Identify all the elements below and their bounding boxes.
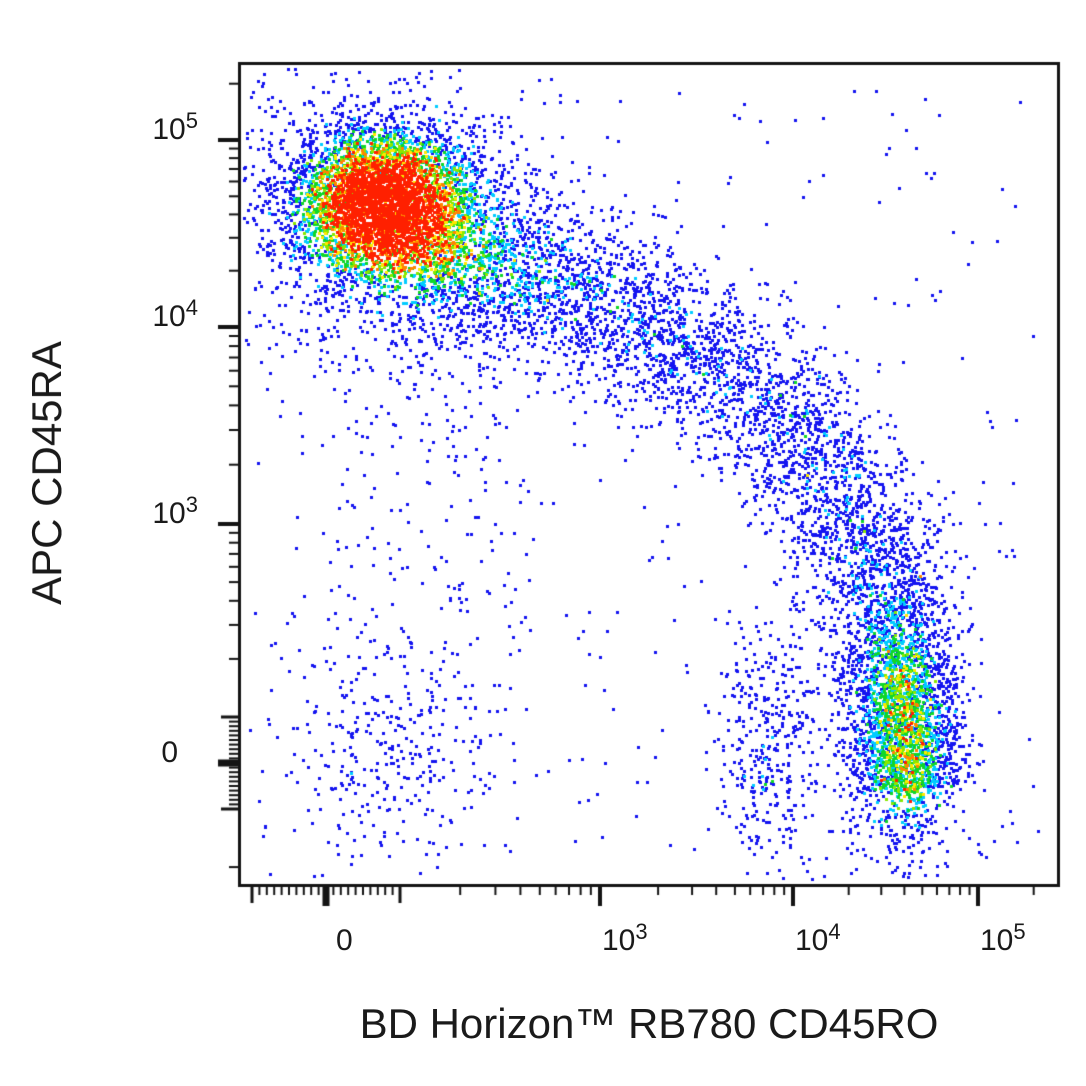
x-tick-exponent: 4	[828, 919, 841, 944]
y-tick-base: 0	[161, 736, 178, 769]
y-tick-label: 0	[161, 736, 178, 772]
x-tick-label: 0	[336, 924, 353, 960]
y-tick-label: 104	[152, 295, 198, 336]
y-tick-exponent: 4	[185, 295, 198, 320]
y-tick-label: 103	[152, 492, 198, 533]
x-tick-exponent: 5	[1013, 919, 1026, 944]
y-axis-title: APC CD45RA	[23, 341, 70, 605]
x-tick-base: 10	[602, 924, 636, 957]
x-axis-title: BD Horizon™ RB780 CD45RO	[359, 1000, 939, 1047]
y-tick-exponent: 3	[185, 492, 198, 517]
x-tick-label: 104	[795, 919, 841, 960]
y-tick-base: 10	[152, 300, 186, 333]
x-tick-base: 0	[336, 924, 353, 957]
y-tick-exponent: 5	[185, 108, 198, 133]
y-tick-base: 10	[152, 497, 186, 530]
y-tick-base: 10	[152, 113, 186, 146]
y-tick-label: 105	[152, 108, 198, 149]
x-tick-label: 103	[602, 919, 648, 960]
x-tick-exponent: 3	[635, 919, 648, 944]
x-tick-base: 10	[795, 924, 829, 957]
x-tick-base: 10	[980, 924, 1014, 957]
x-tick-label: 105	[980, 919, 1026, 960]
